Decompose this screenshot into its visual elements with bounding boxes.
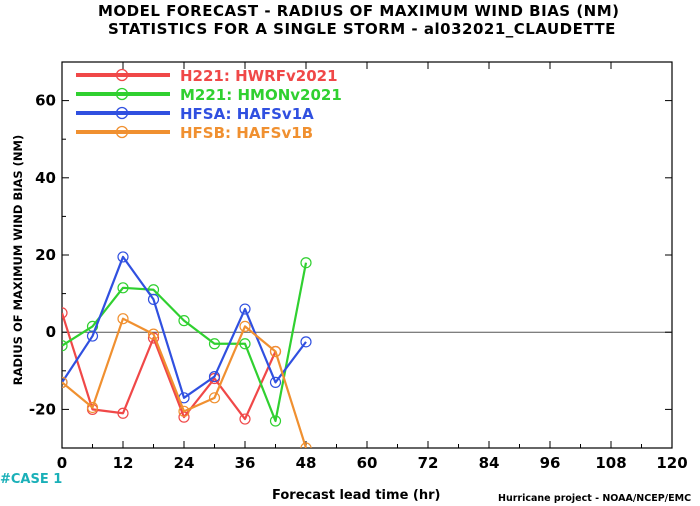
series-1 — [62, 257, 312, 427]
series-line — [62, 262, 308, 423]
x-axis-label: Forecast lead time (hr) — [272, 488, 441, 503]
data-point — [117, 407, 129, 419]
series-3 — [62, 313, 312, 448]
x-tick-label: 72 — [418, 454, 439, 472]
data-point — [147, 293, 160, 305]
data-point — [178, 405, 190, 417]
data-point — [86, 401, 99, 414]
series-line — [62, 317, 308, 448]
series-clip-group — [62, 251, 312, 448]
y-axis-label: RADIUS OF MAXIMUM WIND BIAS (NM) — [11, 135, 25, 386]
data-point — [178, 315, 190, 327]
data-point — [300, 257, 312, 269]
data-point — [269, 345, 282, 358]
legend-entry: HFSA: HAFSv1A — [76, 105, 314, 123]
x-tick-label: 84 — [479, 454, 500, 472]
data-point — [86, 330, 99, 342]
series-2 — [62, 251, 312, 404]
legend-marker — [115, 68, 129, 82]
y-tick-label: 20 — [35, 246, 56, 264]
legend-marker — [115, 125, 129, 139]
chart-title: MODEL FORECAST - RADIUS OF MAXIMUM WIND … — [98, 2, 620, 20]
x-tick-label: 48 — [296, 454, 317, 472]
data-point — [62, 307, 68, 319]
data-point — [147, 328, 160, 340]
legend-marker — [115, 106, 129, 120]
data-point — [239, 413, 251, 425]
y-tick-label: -20 — [29, 400, 56, 418]
data-point — [117, 251, 129, 263]
data-point — [62, 340, 68, 352]
data-point — [239, 303, 251, 315]
x-tick-label: 36 — [235, 454, 256, 472]
x-tick-label: 0 — [57, 454, 67, 472]
legend-label: HFSA: HAFSv1A — [180, 105, 314, 123]
x-tick-label: 108 — [595, 454, 626, 472]
plot-border — [61, 61, 673, 449]
data-point — [208, 370, 221, 383]
x-tick-label: 24 — [174, 454, 195, 472]
legend-label: M221: HMONv2021 — [180, 86, 342, 104]
y-tick-label: 40 — [35, 169, 56, 187]
legend-entry: H221: HWRFv2021 — [76, 67, 338, 85]
legend-marker — [115, 87, 129, 101]
data-point — [117, 282, 129, 294]
data-point — [300, 442, 312, 448]
credit-text: Hurricane project - NOAA/NCEP/EMC — [498, 493, 692, 504]
x-tick-label: 60 — [357, 454, 378, 472]
data-point — [269, 376, 282, 388]
x-tick-label: 12 — [113, 454, 134, 472]
y-tick-label: 0 — [46, 323, 56, 341]
data-point — [208, 392, 221, 404]
data-point — [300, 336, 312, 348]
data-point — [239, 338, 251, 350]
data-point — [117, 313, 129, 325]
data-point — [62, 376, 68, 388]
legend-label: H221: HWRFv2021 — [180, 67, 338, 85]
x-tick-label: 96 — [540, 454, 561, 472]
legend-label: HFSB: HAFSv1B — [180, 124, 313, 142]
legend-entry: HFSB: HAFSv1B — [76, 124, 313, 142]
y-tick-label: 60 — [35, 92, 56, 110]
case-label: #CASE 1 — [0, 472, 63, 487]
data-point — [239, 320, 251, 333]
data-point — [269, 415, 282, 427]
x-tick-label: 120 — [656, 454, 687, 472]
series-line — [62, 255, 307, 399]
legend-entry: M221: HMONv2021 — [76, 86, 342, 104]
chart-subtitle: STATISTICS FOR A SINGLE STORM - al032021… — [108, 20, 616, 38]
data-point — [208, 338, 221, 350]
